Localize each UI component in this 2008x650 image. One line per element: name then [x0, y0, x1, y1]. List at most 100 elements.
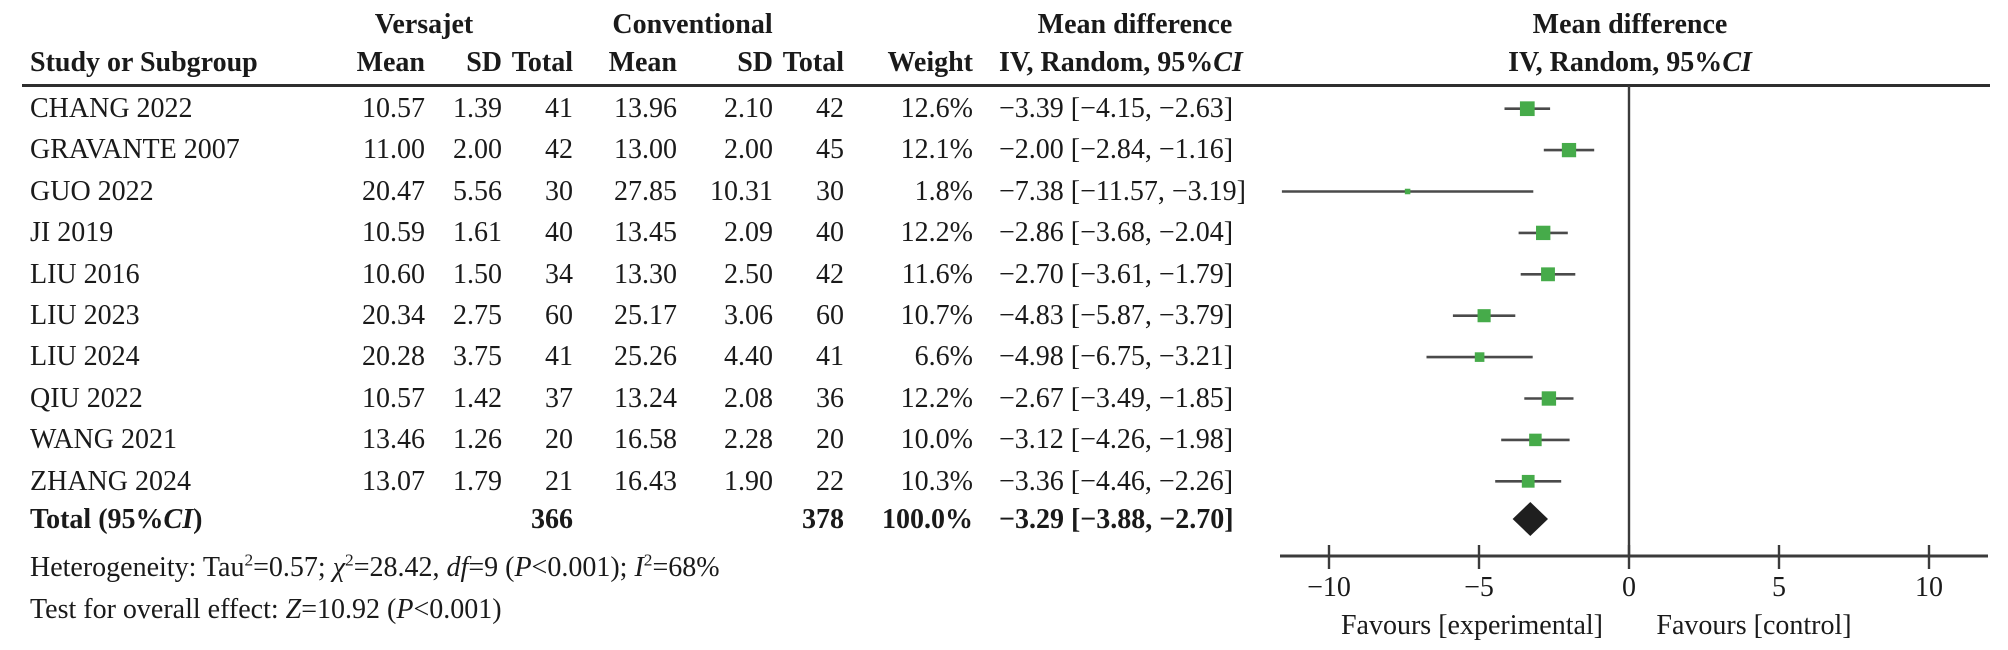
total-control: 45 — [816, 134, 844, 166]
stat-text-segment: =68% — [652, 552, 720, 583]
sd-control: 10.31 — [710, 175, 773, 207]
mean-control: 16.58 — [614, 424, 677, 456]
total-control: 40 — [816, 217, 844, 249]
weight-value: 6.6% — [914, 341, 973, 373]
ci-text: −2.86 [−3.68, −2.04] — [999, 217, 1234, 249]
total-experimental: 60 — [545, 299, 573, 331]
total-experimental: 21 — [545, 465, 573, 497]
stat-text-segment: Heterogeneity: Tau — [30, 552, 245, 583]
axis-tick-label: 10 — [1915, 572, 1943, 603]
total-experimental: 41 — [545, 341, 573, 373]
effect-marker — [1521, 474, 1535, 488]
header-divider — [22, 84, 1990, 87]
stat-text-segment: 2 — [244, 550, 254, 570]
study-label: CHANG 2022 — [30, 93, 193, 124]
stat-text-segment: χ — [332, 552, 346, 583]
total-control: 22 — [816, 465, 844, 497]
total-control: 42 — [816, 258, 844, 290]
stat-text-segment: 2 — [643, 550, 653, 570]
md-title-left: Mean difference — [1037, 9, 1233, 40]
md-subheader-left-ci: CI — [1213, 47, 1243, 78]
mean-control: 13.30 — [614, 258, 677, 290]
sd-experimental: 5.56 — [453, 175, 502, 207]
stat-text-segment: =10.92 ( — [301, 594, 397, 625]
sd-experimental: 1.42 — [453, 382, 502, 414]
column-header-mean-exp: Mean — [356, 47, 425, 78]
table-row: GRAVANTE 2007 11.00 2.00 42 13.00 2.00 45 12.1%… — [0, 129, 2008, 170]
sd-control: 2.09 — [724, 217, 773, 249]
effect-marker — [1541, 391, 1557, 406]
table-row: WANG 2021 13.46 1.26 20 16.58 2.28 20 10.0% −3.1… — [0, 419, 2008, 460]
column-header-total-exp: Total — [511, 47, 573, 78]
group-header-control: Conventional — [612, 9, 773, 40]
table-row: JI 2019 10.59 1.61 40 13.45 2.09 40 12.2% −2.86 … — [0, 212, 2008, 253]
group-header-experimental: Versajet — [374, 9, 474, 40]
heterogeneity-stats: Heterogeneity: Tau2=0.57; χ2=28.42, df=9… — [30, 548, 720, 588]
stat-text-segment: =28.42, — [353, 552, 447, 583]
sd-control: 2.50 — [724, 258, 773, 290]
ci-text: −3.36 [−4.46, −2.26] — [999, 465, 1234, 497]
study-label: QIU 2022 — [30, 382, 143, 414]
mean-experimental: 10.57 — [362, 93, 425, 124]
total-control: 60 — [816, 299, 844, 331]
effect-marker — [1404, 188, 1411, 195]
stat-text-segment: P — [514, 552, 532, 583]
weight-value: 12.6% — [900, 93, 973, 124]
mean-control: 13.24 — [614, 382, 677, 414]
weight-value: 10.0% — [900, 424, 973, 456]
stat-text-segment: P — [396, 594, 414, 625]
ci-text: −7.38 [−11.57, −3.19] — [999, 175, 1246, 207]
md-title-right: Mean difference — [1532, 9, 1728, 40]
total-experimental: 20 — [545, 424, 573, 456]
axis-tick-label: 0 — [1622, 572, 1636, 603]
mean-experimental: 13.46 — [362, 424, 425, 456]
ci-text: −4.83 [−5.87, −3.79] — [999, 299, 1234, 331]
sd-experimental: 1.61 — [453, 217, 502, 249]
axis-tick-label: −5 — [1464, 572, 1494, 603]
stat-text-segment: <0.001) — [413, 594, 502, 625]
effect-marker — [1474, 352, 1485, 362]
pooled-diamond — [1512, 502, 1548, 536]
column-header-sd-ctrl: SD — [737, 47, 773, 78]
total-experimental: 37 — [545, 382, 573, 414]
column-header-mean-ctrl: Mean — [608, 47, 677, 78]
weight-value: 11.6% — [901, 258, 973, 290]
total-label-suffix: ) — [193, 504, 203, 535]
stat-text-segment: df — [446, 552, 469, 583]
total-experimental: 34 — [545, 258, 573, 290]
study-label: ZHANG 2024 — [30, 465, 191, 497]
total-row: Total (95%CI) 366 378 100.0% −3.29 [−3.8… — [0, 498, 2008, 542]
effect-marker — [1541, 267, 1555, 282]
column-header-study: Study or Subgroup — [30, 47, 258, 78]
effect-marker — [1477, 309, 1491, 323]
weight-value: 12.2% — [900, 217, 973, 249]
ci-text: −3.12 [−4.26, −1.98] — [999, 424, 1234, 456]
study-label: GUO 2022 — [30, 175, 154, 207]
md-subheader-right: IV, Random, 95%CI — [1272, 46, 1988, 80]
sd-experimental: 1.26 — [453, 424, 502, 456]
stat-text-segment: Z — [285, 594, 302, 625]
total-label-prefix: Total (95% — [30, 504, 164, 535]
sd-experimental: 2.00 — [453, 134, 502, 166]
total-label-ci: CI — [163, 504, 194, 535]
mean-control: 13.96 — [614, 93, 677, 124]
weight-value: 10.7% — [900, 299, 973, 331]
table-row: CHANG 2022 10.57 1.39 41 13.96 2.10 42 12.6% −3.… — [0, 88, 2008, 129]
total-weight: 100.0% — [882, 504, 973, 535]
total-control: 20 — [816, 424, 844, 456]
stat-text-segment: Test for overall effect: — [30, 594, 286, 625]
md-subheader-left-text: IV, Random, 95% — [999, 47, 1214, 78]
column-header-total-ctrl: Total — [782, 47, 844, 78]
study-label: LIU 2024 — [30, 341, 140, 373]
mean-experimental: 20.47 — [362, 175, 425, 207]
stat-text-segment: 2 — [345, 550, 354, 570]
sd-control: 2.00 — [724, 134, 773, 166]
table-row: LIU 2024 20.28 3.75 41 25.26 4.40 41 6.6% −4.98 … — [0, 336, 2008, 377]
study-table-body: CHANG 2022 10.57 1.39 41 13.96 2.10 42 12.6% −3.… — [0, 88, 2008, 502]
total-ci-text: −3.29 [−3.88, −2.70] — [999, 504, 1234, 535]
md-subheader-right-text: IV, Random, 95% — [1508, 47, 1723, 78]
mean-experimental: 10.59 — [362, 217, 425, 249]
total-n-control: 378 — [802, 504, 844, 535]
sd-experimental: 1.50 — [453, 258, 502, 290]
